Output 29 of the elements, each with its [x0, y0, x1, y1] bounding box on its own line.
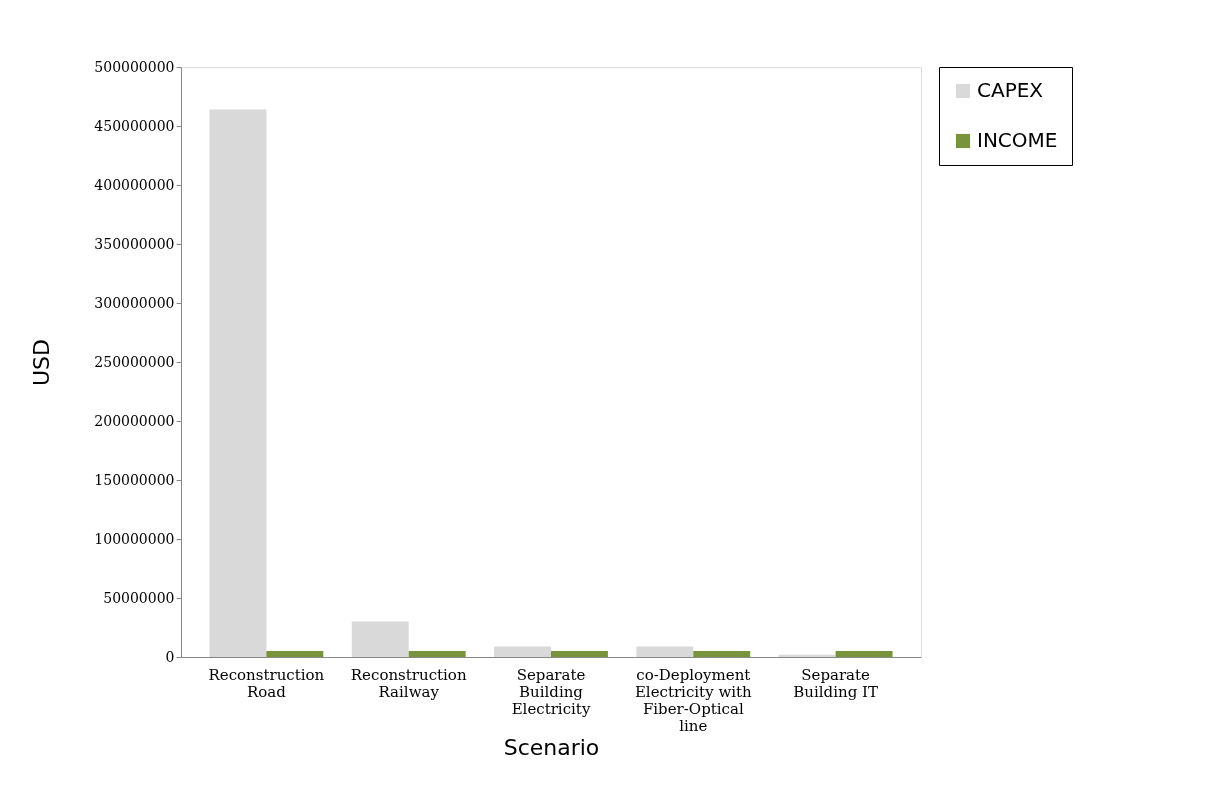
y-axis-title: USD	[29, 338, 55, 387]
y-tick-label: 200000000	[94, 412, 175, 429]
x-tick-label: Separate Building Electricity	[511, 665, 591, 718]
bar	[351, 621, 409, 657]
x-tick-label: co-Deployment Electricity with Fiber-Optical line	[634, 665, 753, 735]
y-tick-label: 100000000	[94, 530, 175, 547]
bar	[835, 651, 893, 657]
bar	[408, 651, 466, 657]
bar	[551, 651, 608, 657]
legend-label: CAPEX	[977, 78, 1044, 102]
y-tick-label: 500000000	[94, 58, 175, 75]
y-tick-label: 250000000	[94, 353, 175, 370]
y-tick-label: 50000000	[103, 589, 175, 606]
bar	[266, 651, 324, 657]
y-tick-label: 350000000	[94, 235, 175, 252]
y-tick-label: 400000000	[94, 176, 175, 193]
y-tick-label: 0	[165, 648, 175, 665]
x-tick-label: Separate Building IT	[793, 665, 878, 701]
y-tick-label: 450000000	[94, 117, 175, 134]
legend-label: INCOME	[977, 128, 1058, 152]
bar	[693, 651, 751, 657]
x-tick-label: Reconstruction Railway	[350, 665, 467, 701]
y-tick-label: 300000000	[94, 294, 175, 311]
y-tick-label: 150000000	[94, 471, 175, 488]
bar	[209, 109, 267, 657]
bar	[494, 646, 551, 657]
bar	[636, 646, 694, 657]
x-tick-label: Reconstruction Road	[208, 665, 325, 701]
x-axis-title: Scenario	[503, 734, 600, 760]
